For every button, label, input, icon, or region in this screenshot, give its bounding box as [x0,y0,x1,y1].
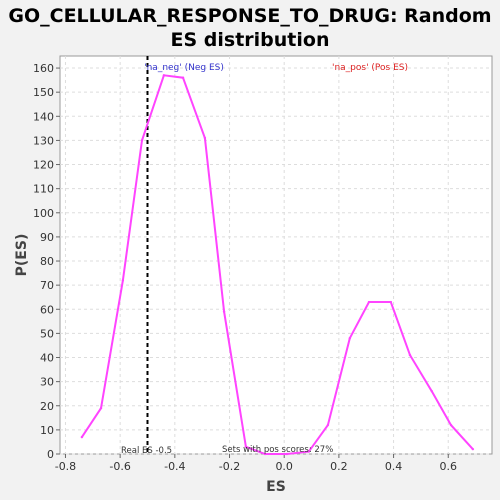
data-point [348,337,352,340]
x-tick-label: 0.6 [440,460,458,473]
x-tick-label: 0.0 [275,460,293,473]
pos-scores-label: Sets with pos scores: 27% [222,445,333,455]
y-tick-label: 120 [33,159,54,172]
y-tick-label: 0 [47,448,54,461]
data-point [326,423,330,427]
data-point [408,353,412,357]
pos-es-label: 'na_pos' (Pos ES) [332,63,408,73]
y-tick-label: 20 [40,400,54,413]
y-axis-label: P(ES) [14,234,30,277]
y-tick-label: 70 [40,279,54,292]
data-point [99,406,103,410]
series-points [80,74,475,456]
data-point [162,74,166,77]
real-es-label: Real ES -0.5 [121,446,172,456]
y-tick-label: 40 [40,352,54,365]
y-tick-label: 160 [33,62,54,75]
y-tick-label: 30 [40,376,54,389]
y-tick-label: 50 [40,327,54,340]
neg-es-label: 'na_neg' (Neg ES) [144,63,224,73]
data-point [140,139,144,142]
y-tick-label: 150 [33,86,54,99]
chart-title-line1: GO_CELLULAR_RESPONSE_TO_DRUG: Random [8,5,491,27]
data-point [244,445,248,448]
data-point [263,452,267,456]
data-point [430,390,434,393]
y-tick-label: 130 [33,134,54,147]
chart-title-line2: ES distribution [171,29,330,51]
x-axis-label: ES [266,479,286,495]
data-point [367,300,371,304]
data-point [121,279,125,282]
x-tick-label: 0.4 [385,460,403,473]
data-point [285,452,289,456]
x-tick-label: -0.2 [219,460,240,473]
data-point [181,76,185,79]
y-tick-label: 80 [40,255,54,268]
data-point [80,435,84,439]
x-tick-label: -0.8 [55,460,76,473]
series-line-random-es [81,74,474,455]
y-tick-label: 60 [40,303,54,316]
y-tick-label: 10 [40,424,54,437]
data-point [449,423,453,427]
data-point [222,310,226,313]
y-tick-label: 100 [33,207,54,220]
data-point [203,136,207,140]
y-axis-ticks: 0 10 20 30 40 50 60 70 80 90 100 110 120 130 140 150 160 [33,62,60,461]
y-tick-label: 110 [33,183,54,196]
data-point [471,447,475,451]
x-tick-label: -0.4 [164,460,185,473]
plot-area [59,55,493,455]
y-tick-label: 140 [33,110,54,123]
x-tick-label: 0.2 [330,460,348,473]
y-tick-label: 90 [40,231,54,244]
x-axis-ticks: -0.8 -0.6 -0.4 -0.2 0.0 0.2 0.4 0.6 [55,454,457,473]
data-point [389,300,393,304]
x-tick-label: -0.6 [109,460,130,473]
data-point [307,450,311,453]
